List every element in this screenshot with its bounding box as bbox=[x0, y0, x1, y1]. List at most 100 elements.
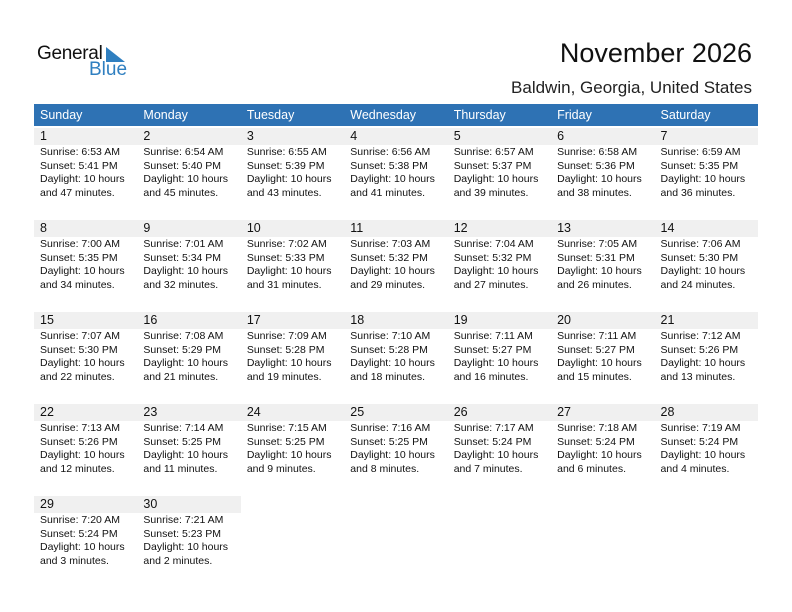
day-cell: Sunrise: 7:21 AM Sunset: 5:23 PM Daylight:… bbox=[137, 513, 240, 568]
day-number: 4 bbox=[350, 129, 358, 143]
daylight-text: Daylight: 10 hours bbox=[660, 173, 746, 186]
day-cell: Sunrise: 7:09 AM Sunset: 5:28 PM Daylight:… bbox=[241, 329, 344, 384]
date-bar: 22 23 24 25 26 27 28 bbox=[34, 404, 758, 421]
sunset-text: Sunset: 5:26 PM bbox=[40, 435, 118, 448]
sunrise-text: Sunrise: 7:18 AM bbox=[557, 422, 638, 434]
day-cell: Sunrise: 7:05 AM Sunset: 5:31 PM Daylight:… bbox=[551, 237, 654, 292]
day-cell: Sunrise: 7:15 AM Sunset: 5:25 PM Daylight:… bbox=[241, 421, 344, 476]
day-cell: Sunrise: 7:04 AM Sunset: 5:32 PM Daylight:… bbox=[448, 237, 551, 292]
day-cell: Sunrise: 7:18 AM Sunset: 5:24 PM Daylight:… bbox=[551, 421, 654, 476]
date-bar: 8 9 10 11 12 13 14 bbox=[34, 220, 758, 237]
day-number: 29 bbox=[40, 497, 54, 511]
sunrise-text: Sunrise: 7:20 AM bbox=[40, 514, 120, 526]
minutes-text: and 2 minutes. bbox=[143, 554, 213, 567]
daylight-text: Daylight: 10 hours bbox=[453, 449, 539, 462]
sunrise-text: Sunrise: 6:55 AM bbox=[246, 146, 327, 158]
sunset-text: Sunset: 5:24 PM bbox=[40, 527, 118, 540]
day-details-row: Sunrise: 7:07 AM Sunset: 5:30 PM Daylight:… bbox=[34, 329, 758, 384]
minutes-text: and 13 minutes. bbox=[660, 370, 736, 383]
minutes-text: and 18 minutes. bbox=[350, 370, 425, 383]
sunset-text: Sunset: 5:26 PM bbox=[660, 343, 739, 356]
day-cell: Sunrise: 7:10 AM Sunset: 5:28 PM Daylight:… bbox=[344, 329, 447, 384]
day-number: 26 bbox=[453, 405, 468, 419]
week-row: 1 2 3 4 5 6 7 Sunrise: 6:53 AM Sunset: 5:41 PM Da… bbox=[34, 128, 758, 218]
location-subtitle: Baldwin, Georgia, United States bbox=[511, 78, 752, 97]
weekday-header-tuesday: Tuesday bbox=[246, 108, 295, 122]
minutes-text: and 7 minutes. bbox=[453, 462, 523, 475]
day-cell bbox=[344, 513, 447, 568]
minutes-text: and 6 minutes. bbox=[557, 462, 626, 475]
week-row: 8 9 10 11 12 13 14 Sunrise: 7:00 AM Sunset: 5:35… bbox=[34, 220, 758, 310]
minutes-text: and 9 minutes. bbox=[246, 462, 316, 475]
empty-day bbox=[654, 496, 758, 513]
daylight-text: Daylight: 10 hours bbox=[246, 449, 332, 462]
daylight-text: Daylight: 10 hours bbox=[40, 173, 125, 186]
day-number: 7 bbox=[660, 129, 668, 143]
sunrise-text: Sunrise: 7:11 AM bbox=[453, 330, 533, 342]
day-cell: Sunrise: 7:08 AM Sunset: 5:29 PM Daylight:… bbox=[137, 329, 240, 384]
day-cell: Sunrise: 7:16 AM Sunset: 5:25 PM Daylight:… bbox=[344, 421, 447, 476]
page-title: November 2026 bbox=[559, 38, 752, 68]
day-number: 12 bbox=[453, 221, 468, 235]
minutes-text: and 19 minutes. bbox=[246, 370, 322, 383]
day-cell: Sunrise: 7:00 AM Sunset: 5:35 PM Daylight:… bbox=[34, 237, 137, 292]
sunrise-text: Sunrise: 7:21 AM bbox=[143, 514, 224, 526]
sunrise-text: Sunrise: 7:07 AM bbox=[40, 330, 120, 342]
daylight-text: Daylight: 10 hours bbox=[350, 449, 435, 462]
minutes-text: and 11 minutes. bbox=[143, 462, 218, 475]
sunset-text: Sunset: 5:30 PM bbox=[660, 251, 739, 264]
day-cell: Sunrise: 6:53 AM Sunset: 5:41 PM Daylight:… bbox=[34, 145, 137, 200]
minutes-text: and 29 minutes. bbox=[350, 278, 425, 291]
day-number: 10 bbox=[246, 221, 261, 235]
day-number: 19 bbox=[453, 313, 468, 327]
daylight-text: Daylight: 10 hours bbox=[660, 265, 746, 278]
day-number: 15 bbox=[40, 313, 54, 327]
weekday-header-row: Sunday Monday Tuesday Wednesday Thursday Frid… bbox=[34, 104, 758, 126]
minutes-text: and 45 minutes. bbox=[143, 186, 219, 199]
daylight-text: Daylight: 10 hours bbox=[453, 357, 539, 370]
sunrise-text: Sunrise: 6:59 AM bbox=[660, 146, 741, 158]
daylight-text: Daylight: 10 hours bbox=[350, 357, 435, 370]
day-number: 5 bbox=[453, 129, 461, 143]
sunrise-text: Sunrise: 7:06 AM bbox=[660, 238, 741, 250]
sunset-text: Sunset: 5:24 PM bbox=[557, 435, 635, 448]
day-number: 20 bbox=[557, 313, 572, 327]
day-cell: Sunrise: 7:01 AM Sunset: 5:34 PM Daylight:… bbox=[137, 237, 240, 292]
sunset-text: Sunset: 5:33 PM bbox=[246, 251, 325, 264]
day-cell: Sunrise: 7:14 AM Sunset: 5:25 PM Daylight:… bbox=[137, 421, 240, 476]
weekday-header-sunday: Sunday bbox=[40, 108, 83, 122]
day-cell: Sunrise: 6:58 AM Sunset: 5:36 PM Daylight:… bbox=[551, 145, 654, 200]
sunrise-text: Sunrise: 7:04 AM bbox=[453, 238, 534, 250]
empty-day bbox=[447, 496, 552, 513]
sunset-text: Sunset: 5:40 PM bbox=[143, 159, 222, 172]
day-number: 27 bbox=[557, 405, 572, 419]
date-bar: 15 16 17 18 19 20 21 bbox=[34, 312, 758, 329]
weekday-header-saturday: Saturday bbox=[660, 108, 711, 122]
daylight-text: Daylight: 10 hours bbox=[557, 173, 642, 186]
day-cell: Sunrise: 7:11 AM Sunset: 5:27 PM Daylight:… bbox=[551, 329, 654, 384]
sunset-text: Sunset: 5:36 PM bbox=[557, 159, 635, 172]
day-cell bbox=[241, 513, 344, 568]
sunset-text: Sunset: 5:39 PM bbox=[246, 159, 325, 172]
day-cell: Sunrise: 7:11 AM Sunset: 5:27 PM Daylight:… bbox=[448, 329, 551, 384]
day-cell: Sunrise: 7:03 AM Sunset: 5:32 PM Daylight:… bbox=[344, 237, 447, 292]
sunrise-text: Sunrise: 7:13 AM bbox=[40, 422, 120, 434]
sunrise-text: Sunrise: 6:58 AM bbox=[557, 146, 638, 158]
day-cell: Sunrise: 6:59 AM Sunset: 5:35 PM Daylight:… bbox=[655, 145, 758, 200]
daylight-text: Daylight: 10 hours bbox=[246, 357, 332, 370]
minutes-text: and 12 minutes. bbox=[40, 462, 115, 475]
day-number: 28 bbox=[660, 405, 675, 419]
daylight-text: Daylight: 10 hours bbox=[40, 265, 125, 278]
daylight-text: Daylight: 10 hours bbox=[40, 541, 125, 554]
empty-day bbox=[240, 496, 345, 513]
logo-text-general: General bbox=[37, 43, 103, 64]
day-number: 2 bbox=[143, 129, 151, 143]
generalblue-logo: General Blue bbox=[37, 43, 132, 83]
day-cell bbox=[448, 513, 551, 568]
sunset-text: Sunset: 5:35 PM bbox=[660, 159, 739, 172]
daylight-text: Daylight: 10 hours bbox=[453, 173, 539, 186]
day-number: 16 bbox=[143, 313, 158, 327]
minutes-text: and 36 minutes. bbox=[660, 186, 736, 199]
day-number: 18 bbox=[350, 313, 365, 327]
day-cell: Sunrise: 6:54 AM Sunset: 5:40 PM Daylight:… bbox=[137, 145, 240, 200]
